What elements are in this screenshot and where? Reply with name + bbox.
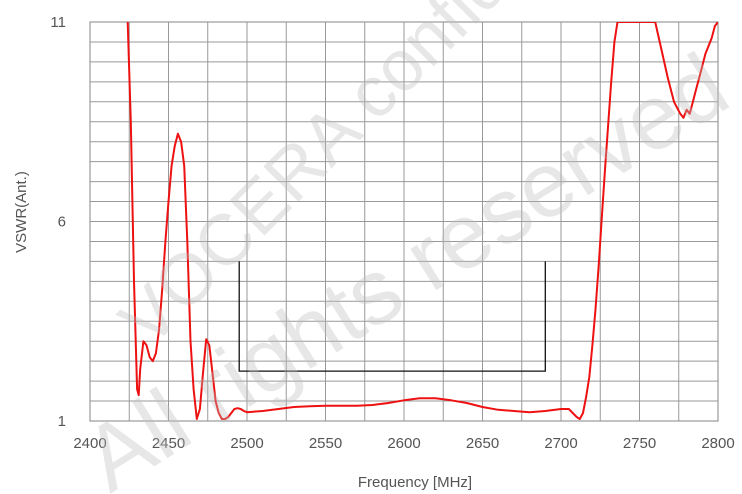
x-axis-title: Frequency [MHz] — [358, 474, 472, 491]
plot-border — [89, 21, 719, 422]
y-tick-label: 11 — [50, 14, 66, 31]
x-tick-label: 2600 — [387, 435, 420, 452]
spec-limit-bracket — [238, 261, 546, 372]
y-tick-label: 1 — [58, 413, 66, 430]
x-tick-label: 2700 — [544, 435, 577, 452]
spec-limit-line — [238, 261, 546, 372]
vswr-series — [126, 22, 718, 420]
x-tick-label: 2550 — [309, 435, 342, 452]
y-tick-label: 6 — [58, 214, 66, 231]
x-tick-label: 2400 — [73, 435, 106, 452]
x-tick-label: 2750 — [623, 435, 656, 452]
x-tick-label: 2650 — [466, 435, 499, 452]
x-tick-labels: 2400 2450 2500 2550 2600 2650 2700 2750 2800 — [73, 435, 734, 452]
x-tick-label: 2800 — [701, 435, 734, 452]
y-axis-title: VSWR(Ant.) — [13, 171, 30, 253]
series-line-0 — [126, 22, 718, 420]
x-tick-label: 2500 — [230, 435, 263, 452]
plot-frame — [89, 21, 719, 422]
x-tick-label: 2450 — [152, 435, 185, 452]
